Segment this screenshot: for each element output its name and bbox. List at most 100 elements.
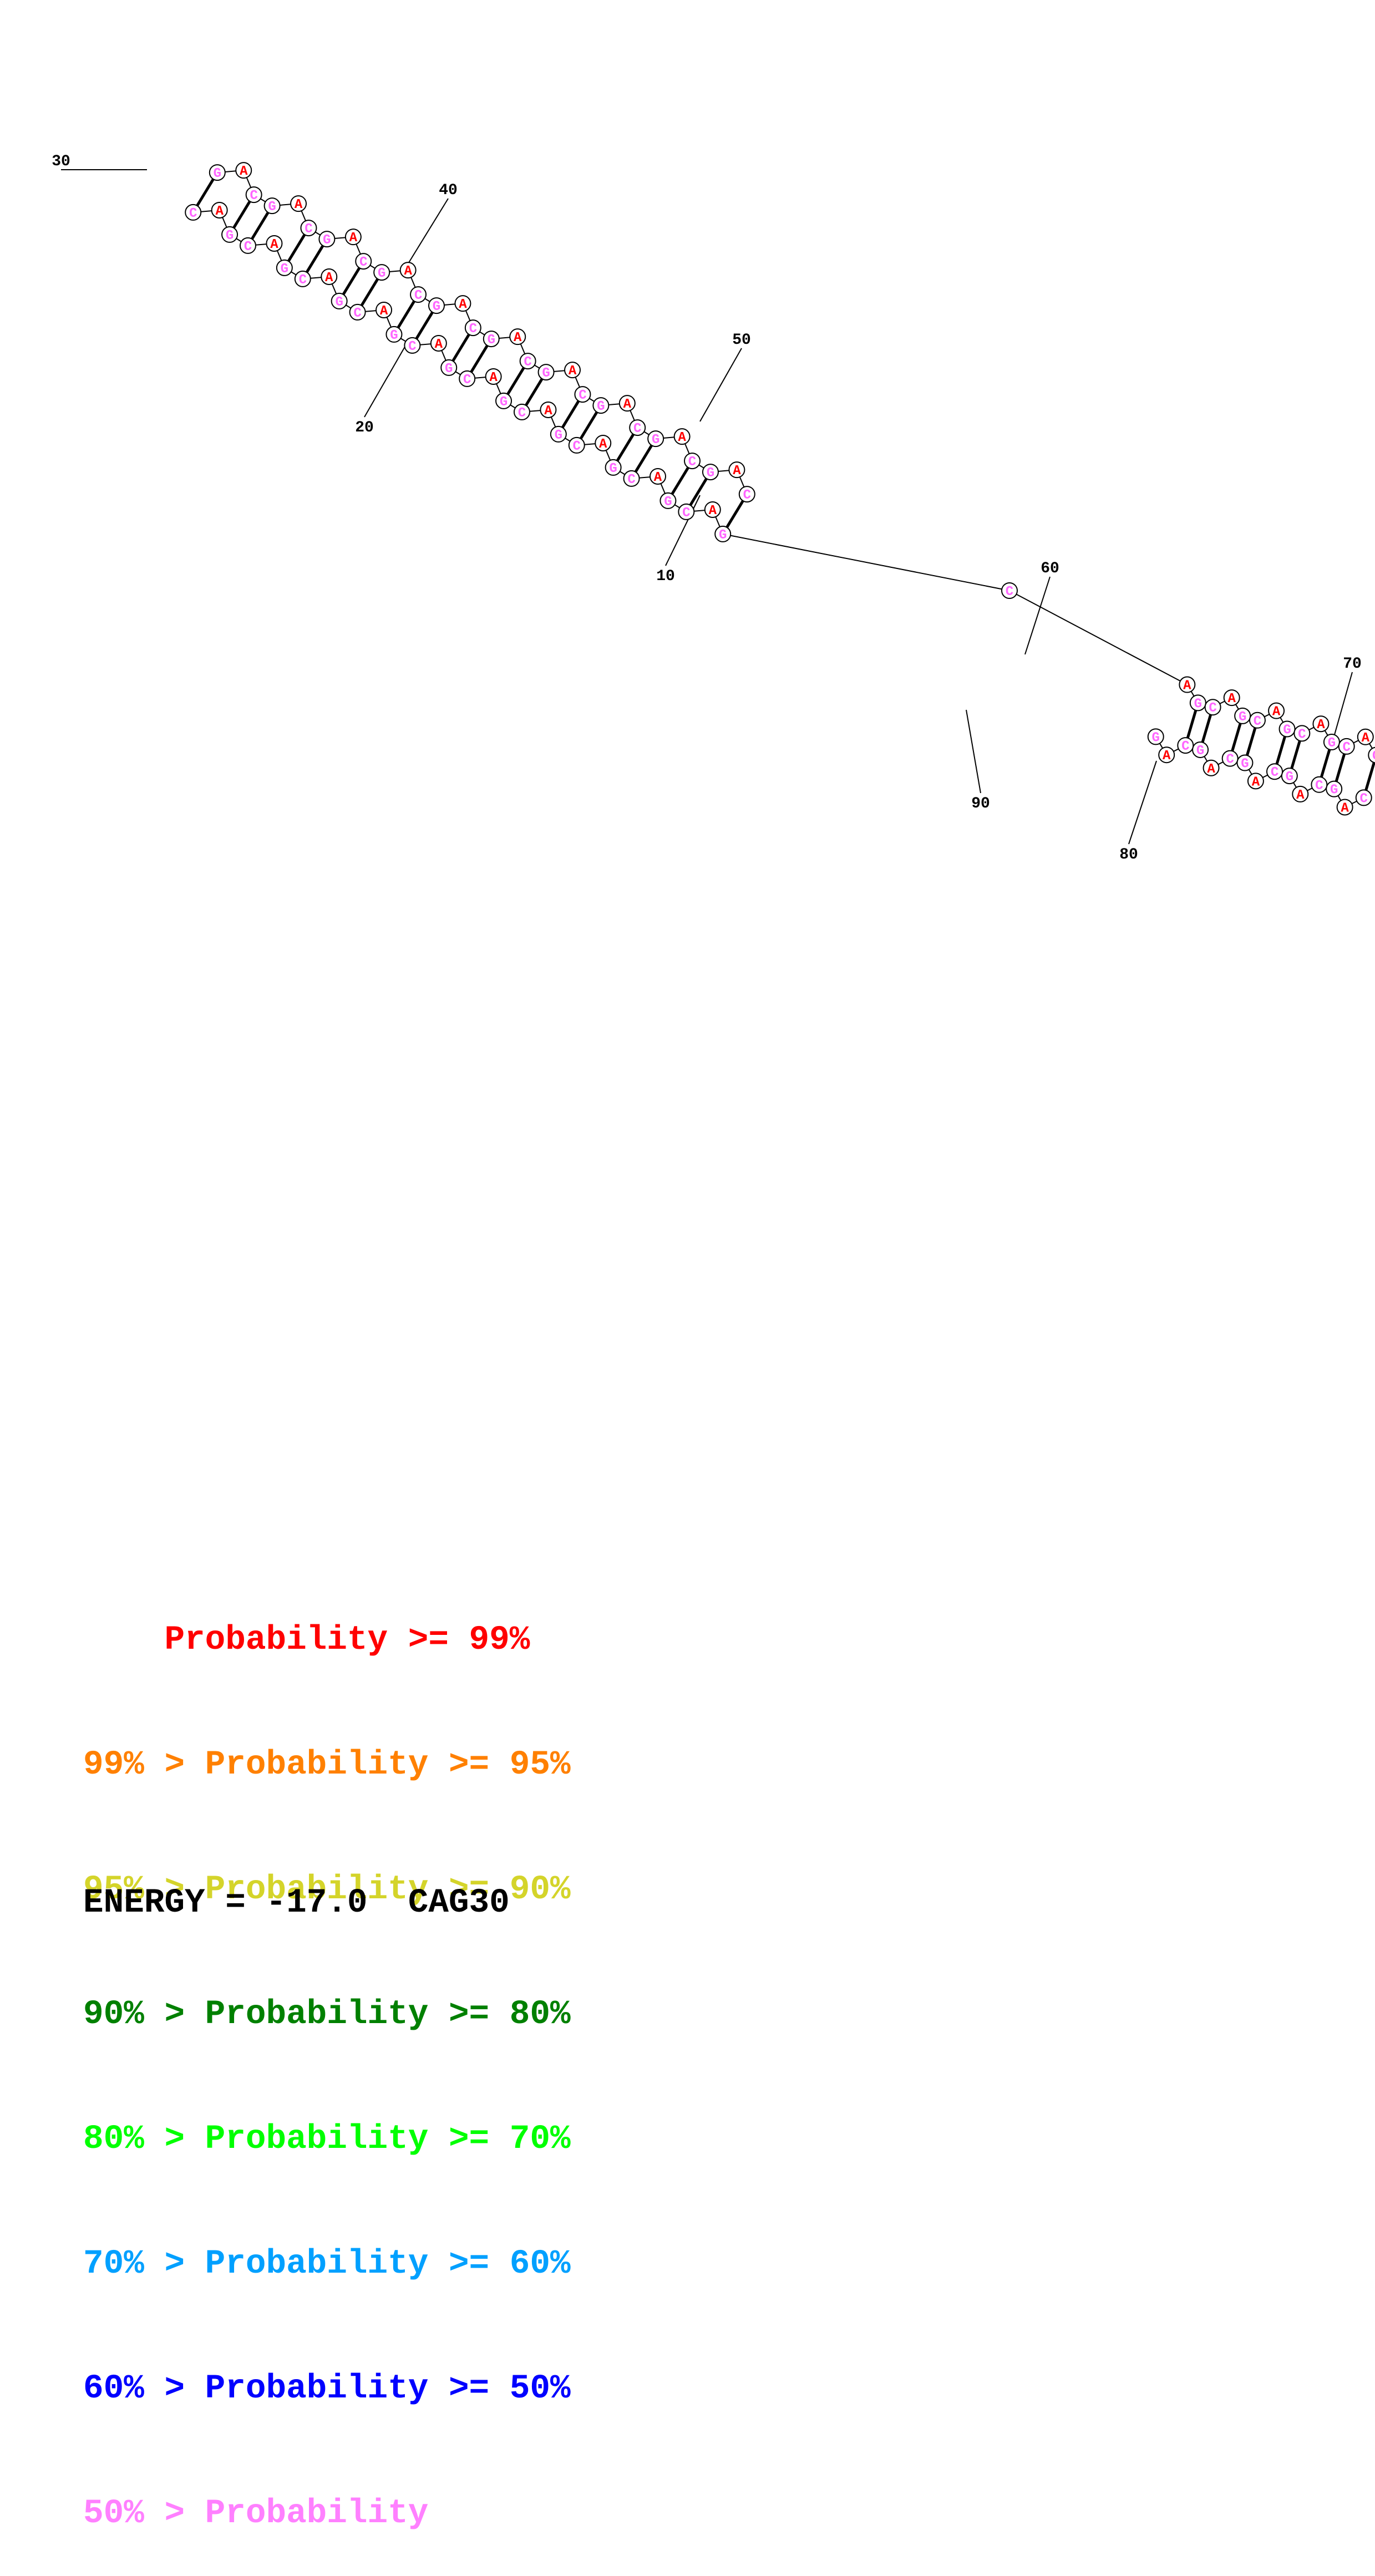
legend-row-5: 80% > Probability >= 70% xyxy=(83,2118,749,2160)
nucleotide-c: C xyxy=(1355,789,1372,806)
position-tick xyxy=(665,495,701,566)
nucleotide-a: A xyxy=(728,461,745,479)
nucleotide-circle xyxy=(385,326,403,343)
nucleotide-letter: C xyxy=(353,306,361,321)
nucleotide-letter: A xyxy=(654,470,662,485)
nucleotide-c: C xyxy=(1266,763,1283,780)
nucleotide-g: G xyxy=(483,331,500,348)
nucleotide-letter: A xyxy=(215,204,224,219)
nucleotide-g: G xyxy=(702,464,719,481)
nucleotide-circle xyxy=(211,201,228,219)
nucleotide-circle xyxy=(276,259,293,276)
legend-sep: > xyxy=(164,2494,185,2533)
legend-sep: > xyxy=(164,2370,185,2408)
backbone-link xyxy=(1009,590,1188,685)
nucleotide-circle xyxy=(1223,689,1240,707)
nucleotide-circle xyxy=(464,319,481,337)
nucleotide-a: A xyxy=(673,428,691,445)
nucleotide-circle xyxy=(684,453,701,470)
legend-high: 80% xyxy=(509,1995,571,2034)
nucleotide-letter: A xyxy=(489,370,498,385)
nucleotide-a: A xyxy=(595,434,612,452)
nucleotide-a: A xyxy=(376,301,393,319)
nucleotide-circle xyxy=(1355,789,1372,806)
nucleotide-c: C xyxy=(1338,738,1355,755)
nucleotide-c: C xyxy=(623,470,640,487)
nucleotide-g: G xyxy=(1326,780,1343,798)
nucleotide-letter: C xyxy=(305,222,312,237)
nucleotide-circle xyxy=(321,268,338,285)
nucleotide-circle xyxy=(410,286,427,303)
nucleotide-circle xyxy=(290,195,307,212)
nucleotide-letter: A xyxy=(514,331,522,346)
nucleotide-circle xyxy=(574,386,591,403)
nucleotide-g: G xyxy=(1189,694,1206,712)
nucleotide-a: A xyxy=(344,228,362,246)
legend-op: >= xyxy=(448,1746,490,1784)
nucleotide-letter: A xyxy=(1252,775,1260,790)
nucleotide-circle xyxy=(373,264,390,281)
nucleotide-letter: A xyxy=(404,264,412,279)
legend-label: Probability xyxy=(205,1995,429,2034)
nucleotide-letter: G xyxy=(1194,697,1202,712)
nucleotide-circle xyxy=(294,270,311,287)
nucleotide-letter: A xyxy=(569,364,577,379)
nucleotide-g: G xyxy=(1234,707,1251,725)
nucleotide-circle xyxy=(1336,799,1353,816)
legend-sep: > xyxy=(164,2245,185,2283)
nucleotide-letter: C xyxy=(244,240,252,255)
nucleotide-circle xyxy=(564,362,581,379)
nucleotide-g: G xyxy=(221,226,239,243)
nucleotide-circle xyxy=(1338,738,1355,755)
nucleotide-circle xyxy=(550,425,567,443)
legend-high: 60% xyxy=(509,2245,571,2283)
nucleotide-circle xyxy=(404,337,421,354)
legend-label: Probability xyxy=(205,2120,429,2158)
nucleotide-circle xyxy=(459,370,476,387)
nucleotide-letter: C xyxy=(682,506,690,521)
nucleotide-circle xyxy=(1312,715,1330,733)
nucleotide-a: A xyxy=(618,395,636,412)
nucleotide-circle xyxy=(1247,773,1264,790)
nucleotide-circle xyxy=(300,220,317,237)
nucleotide-letter: C xyxy=(1254,714,1261,729)
nucleotide-a: A xyxy=(454,295,471,312)
position-tick xyxy=(364,343,407,418)
nucleotide-a: A xyxy=(540,401,557,419)
nucleotide-circle xyxy=(678,503,695,520)
nucleotide-circle xyxy=(647,430,664,448)
nucleotide-circle xyxy=(704,501,721,518)
nucleotide-circle xyxy=(428,297,445,314)
legend-op: >= xyxy=(408,1621,449,1659)
legend-low: 70% xyxy=(83,2245,144,2283)
nucleotide-letter: A xyxy=(1296,788,1305,803)
nucleotide-letter: A xyxy=(1341,801,1349,816)
nucleotide-letter: G xyxy=(335,295,343,310)
nucleotide-circle xyxy=(1189,694,1206,712)
nucleotide-c: C xyxy=(294,270,311,288)
legend-low: 80% xyxy=(83,2120,144,2158)
nucleotide-letter: C xyxy=(189,206,197,221)
nucleotide-circle xyxy=(440,359,458,376)
nucleotide-circle xyxy=(344,228,362,246)
probability-legend: Probability >= 99% 99% > Probability >= … xyxy=(83,1536,749,2576)
nucleotide-letter: A xyxy=(295,197,303,212)
legend-sep: > xyxy=(164,1995,185,2034)
nucleotide-c: C xyxy=(404,337,421,354)
nucleotide-circle xyxy=(1179,676,1196,693)
legend-high: 95% xyxy=(509,1746,571,1784)
nucleotide-circle xyxy=(629,419,646,436)
energy-value: -17.0 xyxy=(266,1884,368,1922)
nucleotide-g: G xyxy=(550,425,567,443)
position-tick xyxy=(966,709,981,794)
nucleotide-circle xyxy=(1293,725,1311,742)
nucleotide-a: A xyxy=(1223,689,1240,707)
nucleotide-a: A xyxy=(211,201,228,219)
nucleotide-g: G xyxy=(659,492,677,510)
position-label: 30 xyxy=(52,153,70,170)
nucleotide-c: C xyxy=(678,503,695,521)
legend-row-2: 99% > Probability >= 95% xyxy=(83,1744,749,1786)
nucleotide-a: A xyxy=(1247,773,1264,790)
nucleotide-a: A xyxy=(321,268,338,286)
nucleotide-circle xyxy=(1368,746,1375,764)
